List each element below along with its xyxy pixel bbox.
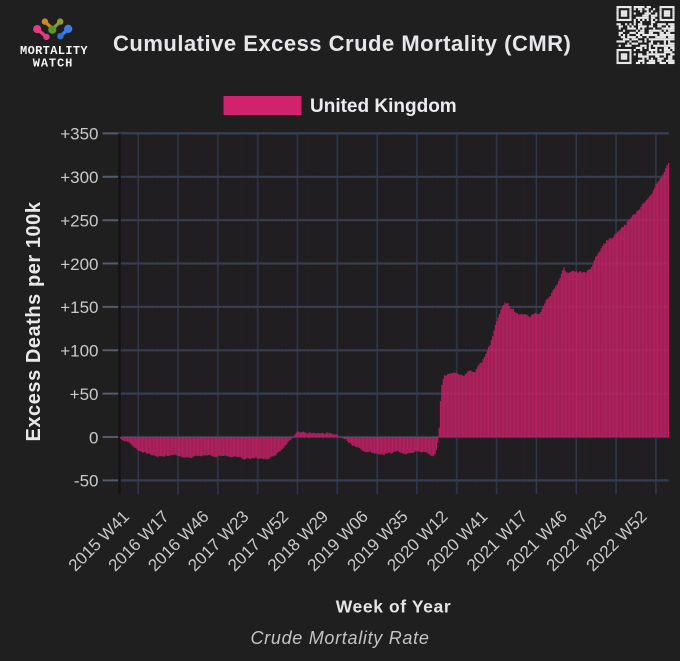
svg-text:MORTALITY: MORTALITY <box>20 44 88 58</box>
svg-text:Cumulative Excess Crude Mortal: Cumulative Excess Crude Mortality (CMR) <box>113 31 571 56</box>
svg-text:+100: +100 <box>60 342 98 361</box>
svg-text:+300: +300 <box>60 168 98 187</box>
svg-text:Week of Year: Week of Year <box>336 597 452 617</box>
svg-text:+50: +50 <box>70 385 99 404</box>
svg-text:+350: +350 <box>60 125 98 144</box>
svg-text:WATCH: WATCH <box>33 56 74 70</box>
svg-text:United Kingdom: United Kingdom <box>310 96 457 117</box>
svg-text:0: 0 <box>89 428 98 447</box>
svg-text:Crude Mortality Rate: Crude Mortality Rate <box>250 628 429 648</box>
svg-text:+200: +200 <box>60 255 98 274</box>
svg-text:-50: -50 <box>74 472 99 491</box>
svg-text:+150: +150 <box>60 298 98 317</box>
svg-text:+250: +250 <box>60 212 98 231</box>
svg-text:Excess Deaths per 100k: Excess Deaths per 100k <box>23 201 45 441</box>
